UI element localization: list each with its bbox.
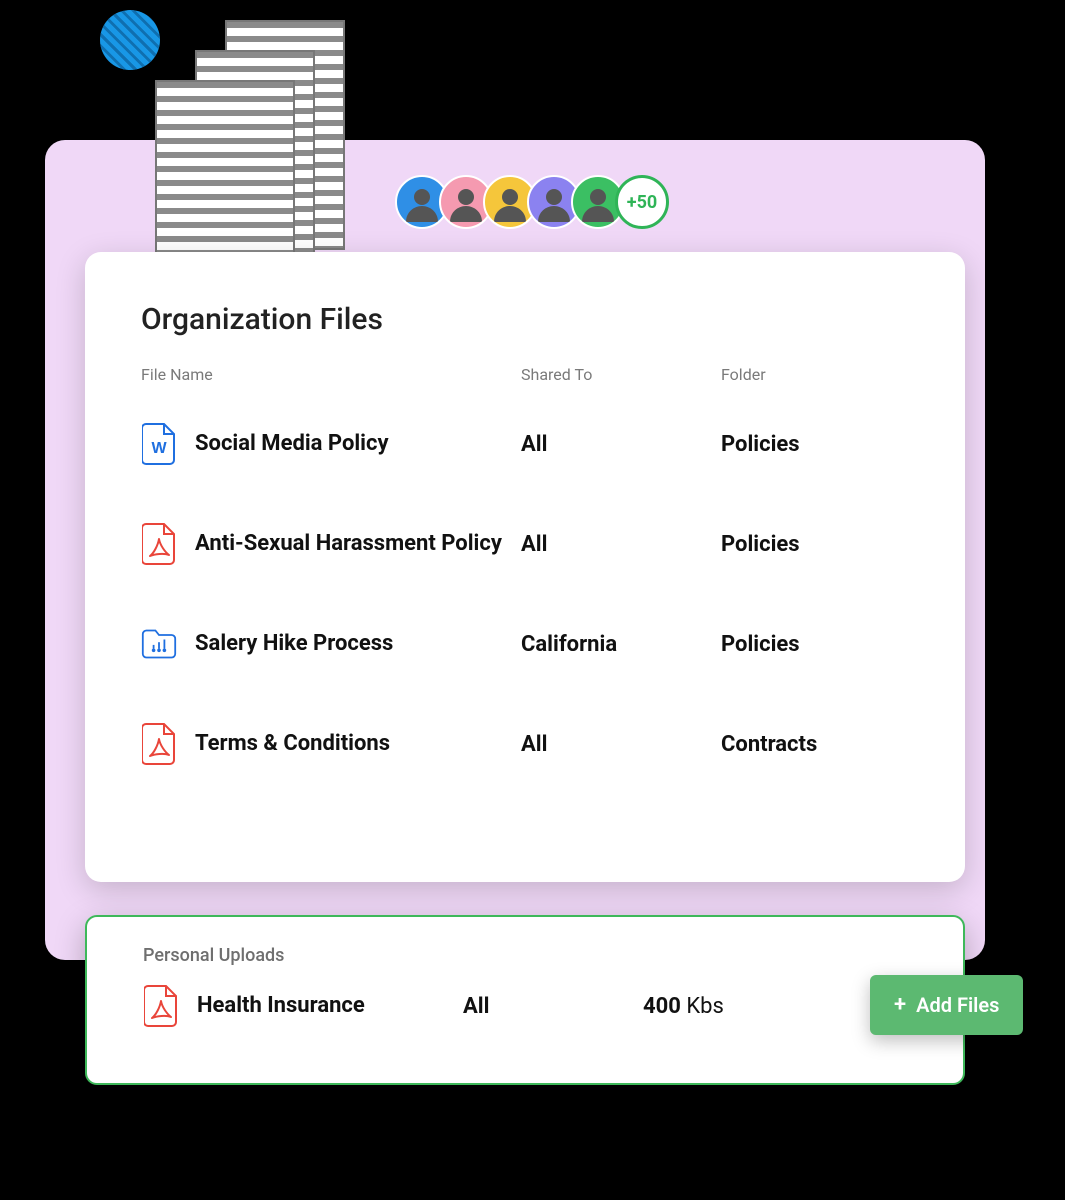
table-row[interactable]: W Social Media Policy All Policies	[141, 394, 909, 494]
pdf-file-icon	[141, 722, 177, 766]
decorative-building	[155, 20, 345, 270]
col-shared-to: Shared To	[521, 365, 721, 384]
add-files-button[interactable]: + Add Files	[870, 975, 1023, 1035]
organization-files-card: Organization Files File Name Shared To F…	[85, 252, 965, 882]
file-name: Salery Hike Process	[195, 631, 393, 657]
word-file-icon: W	[141, 422, 177, 466]
file-name: Anti-Sexual Harassment Policy	[195, 531, 502, 557]
table-header: File Name Shared To Folder	[141, 365, 909, 384]
svg-text:W: W	[151, 440, 167, 457]
card-title: Organization Files	[141, 302, 909, 337]
pdf-file-icon	[141, 522, 177, 566]
table-row[interactable]: Health Insurance All 400 Kbs	[143, 984, 907, 1028]
col-folder: Folder	[721, 365, 909, 384]
shared-to-value: All	[463, 994, 643, 1019]
shared-to-value: California	[521, 632, 721, 657]
folder-chart-icon	[141, 622, 177, 666]
table-row[interactable]: Terms & Conditions All Contracts	[141, 694, 909, 794]
file-name: Social Media Policy	[195, 431, 389, 457]
folder-value: Policies	[721, 632, 909, 657]
table-row[interactable]: Anti-Sexual Harassment Policy All Polici…	[141, 494, 909, 594]
personal-title: Personal Uploads	[143, 945, 907, 966]
file-name: Terms & Conditions	[195, 731, 390, 757]
folder-value: Policies	[721, 532, 909, 557]
shared-to-value: All	[521, 732, 721, 757]
avatar-more-count[interactable]: +50	[615, 175, 669, 229]
table-row[interactable]: Salery Hike Process California Policies	[141, 594, 909, 694]
avatar-stack: +50	[395, 175, 669, 229]
col-file-name: File Name	[141, 365, 521, 384]
plus-icon: +	[894, 994, 906, 1016]
decorative-circle	[100, 10, 160, 70]
personal-uploads-card: Personal Uploads Health Insurance All 40…	[85, 915, 965, 1085]
file-name: Health Insurance	[197, 993, 365, 1019]
add-files-label: Add Files	[916, 993, 999, 1017]
folder-value: Policies	[721, 432, 909, 457]
file-size: 400 Kbs	[643, 994, 907, 1019]
shared-to-value: All	[521, 532, 721, 557]
shared-to-value: All	[521, 432, 721, 457]
folder-value: Contracts	[721, 732, 909, 757]
cursor-click-icon	[955, 1085, 1025, 1145]
pdf-file-icon	[143, 984, 179, 1028]
